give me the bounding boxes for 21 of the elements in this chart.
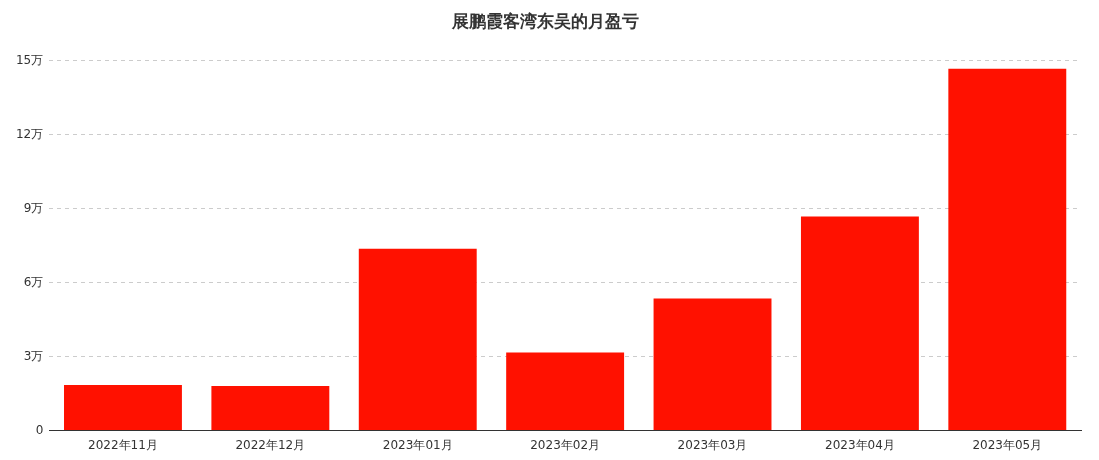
bar [800, 216, 919, 431]
bar [64, 384, 182, 431]
y-tick-label: 9万 [23, 200, 44, 215]
bar [506, 352, 625, 431]
chart-title: 展鹏霞客湾东吴的月盈亏 [451, 10, 639, 31]
x-tick-label: 2023年01月 [382, 437, 453, 452]
bar [358, 248, 477, 431]
y-tick-label: 0 [35, 422, 44, 437]
y-tick-label: 3万 [23, 348, 44, 363]
x-tick-label: 2023年04月 [825, 437, 895, 452]
bar [653, 298, 772, 431]
bar [948, 68, 1067, 431]
x-tick-label: 2023年05月 [972, 437, 1043, 452]
x-tick-label: 2023年02月 [530, 437, 601, 452]
y-tick-label: 12万 [15, 126, 44, 141]
y-tick-label: 6万 [23, 274, 44, 289]
x-tick-label: 2022年12月 [235, 437, 306, 452]
x-tick-label: 2023年03月 [677, 437, 748, 452]
bar [211, 385, 330, 431]
y-tick-label: 15万 [15, 52, 44, 67]
x-tick-label: 2022年11月 [88, 437, 158, 452]
